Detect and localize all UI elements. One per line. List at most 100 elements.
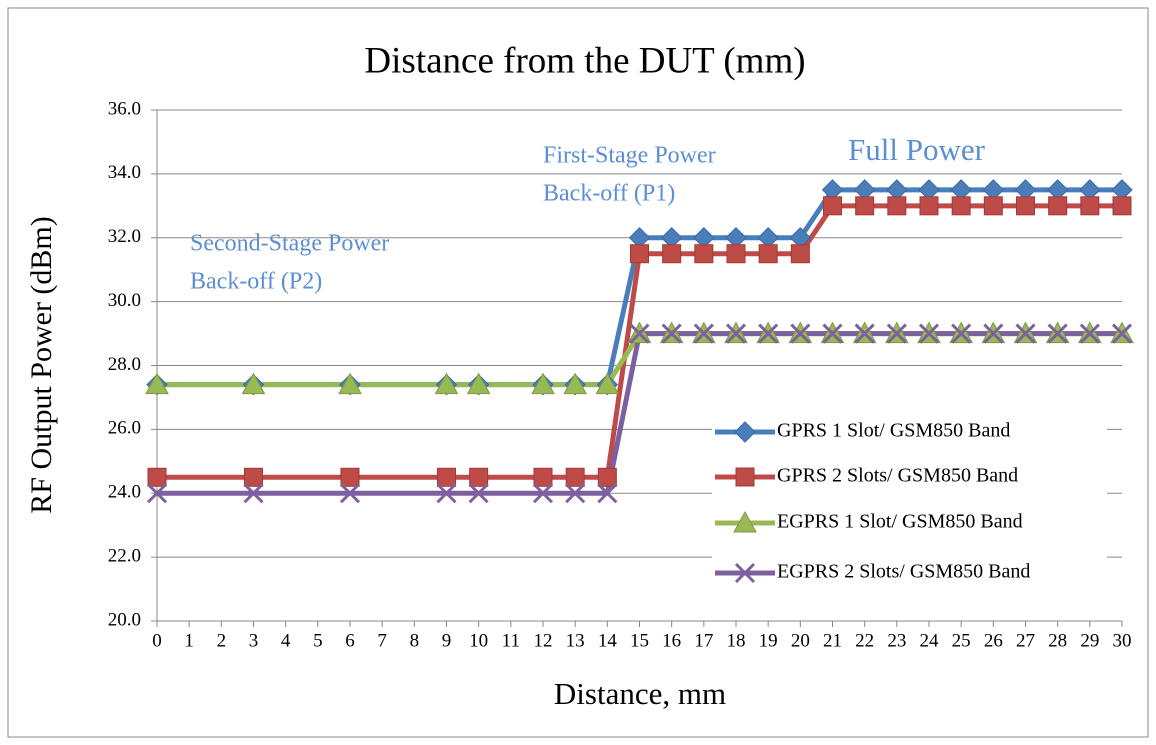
- marker: [629, 323, 650, 344]
- y-tick-label: 32.0: [108, 226, 141, 247]
- y-tick-label: 34.0: [108, 162, 141, 183]
- chart-border: [7, 7, 1149, 738]
- y-tick-label: 30.0: [108, 290, 141, 311]
- marker: [919, 196, 939, 216]
- x-tick-label: 16: [662, 630, 681, 651]
- marker: [434, 372, 459, 395]
- y-tick-label: 22.0: [108, 545, 141, 566]
- x-axis-label: Distance, mm: [554, 676, 726, 711]
- legend-bg: [712, 414, 1107, 450]
- x-tick-label: 13: [566, 630, 585, 651]
- x-tick-label: 11: [502, 630, 520, 651]
- marker: [338, 372, 362, 395]
- marker: [468, 483, 489, 504]
- x-tick-label: 23: [887, 630, 906, 651]
- marker: [469, 467, 489, 487]
- x-tick-label: 14: [598, 630, 618, 651]
- marker: [533, 467, 553, 487]
- marker: [822, 323, 843, 344]
- marker: [694, 244, 714, 264]
- x-tick-label: 3: [249, 630, 259, 651]
- x-tick-label: 20: [791, 630, 810, 651]
- marker: [951, 323, 972, 344]
- marker: [244, 467, 263, 487]
- x-tick-label: 19: [759, 630, 778, 651]
- x-tick-label: 22: [855, 630, 874, 651]
- marker: [340, 467, 360, 487]
- legend-label: EGPRS 1 Slot/ GSM850 Band: [777, 511, 1023, 533]
- x-tick-label: 6: [345, 630, 355, 651]
- y-tick-label: 20.0: [108, 609, 141, 630]
- y-tick-label: 24.0: [108, 482, 141, 503]
- marker: [243, 483, 264, 504]
- x-tick-label: 17: [694, 630, 713, 651]
- legend-label: GPRS 2 Slots/ GSM850 Band: [777, 465, 1018, 487]
- marker: [823, 196, 842, 216]
- legend-label: EGPRS 2 Slots/ GSM850 Band: [777, 561, 1030, 583]
- x-tick-label: 12: [534, 630, 553, 651]
- annotation: Back-off (P1): [543, 181, 675, 207]
- marker: [532, 483, 554, 504]
- x-tick-label: 15: [630, 630, 649, 651]
- x-tick-label: 21: [823, 630, 842, 651]
- x-tick-label: 18: [727, 630, 746, 651]
- marker: [758, 244, 778, 264]
- annotation: First-Stage Power: [543, 143, 716, 169]
- x-tick-label: 28: [1048, 630, 1067, 651]
- legend-bg: [712, 555, 1107, 591]
- marker: [983, 196, 1003, 216]
- marker: [563, 372, 588, 395]
- x-tick-label: 27: [1016, 630, 1035, 651]
- legend-marker: [733, 510, 757, 533]
- x-tick-label: 0: [152, 630, 162, 651]
- marker: [339, 483, 361, 504]
- marker: [790, 244, 810, 264]
- x-tick-label: 30: [1113, 630, 1132, 651]
- marker: [887, 196, 907, 216]
- marker: [662, 244, 682, 264]
- y-tick-label: 26.0: [108, 418, 141, 439]
- x-tick-label: 4: [281, 630, 291, 651]
- marker: [726, 244, 746, 264]
- marker: [597, 467, 617, 487]
- legend-bg: [712, 459, 1107, 495]
- marker: [725, 323, 747, 344]
- marker: [918, 323, 940, 344]
- marker: [1015, 323, 1036, 344]
- marker: [597, 483, 618, 504]
- marker: [1079, 323, 1100, 344]
- legend-marker: [734, 562, 756, 584]
- x-tick-label: 10: [469, 630, 488, 651]
- y-tick-label: 28.0: [108, 354, 141, 375]
- marker: [241, 372, 266, 395]
- x-tick-label: 1: [184, 630, 194, 651]
- annotation: Full Power: [848, 132, 986, 167]
- marker: [790, 323, 811, 344]
- marker: [146, 483, 168, 504]
- x-tick-label: 24: [920, 630, 940, 651]
- legend-marker: [735, 467, 755, 487]
- x-tick-label: 2: [217, 630, 227, 651]
- marker: [147, 467, 167, 487]
- y-tick-label: 36.0: [108, 98, 141, 119]
- legend-label: GPRS 1 Slot/ GSM850 Band: [777, 420, 1010, 442]
- x-tick-label: 29: [1080, 630, 1099, 651]
- marker: [436, 483, 457, 504]
- marker: [1080, 196, 1100, 216]
- marker: [951, 196, 971, 216]
- marker: [531, 372, 555, 395]
- marker: [661, 323, 682, 344]
- x-tick-label: 9: [442, 630, 452, 651]
- marker: [758, 323, 779, 344]
- x-tick-label: 8: [410, 630, 420, 651]
- legend-marker: [734, 421, 756, 443]
- marker: [855, 196, 875, 216]
- x-tick-label: 26: [984, 630, 1003, 651]
- marker: [630, 244, 649, 264]
- marker: [693, 323, 714, 344]
- annotation: Second-Stage Power: [190, 231, 389, 257]
- marker: [595, 372, 620, 395]
- marker: [854, 323, 875, 344]
- legend-bg: [712, 505, 1107, 541]
